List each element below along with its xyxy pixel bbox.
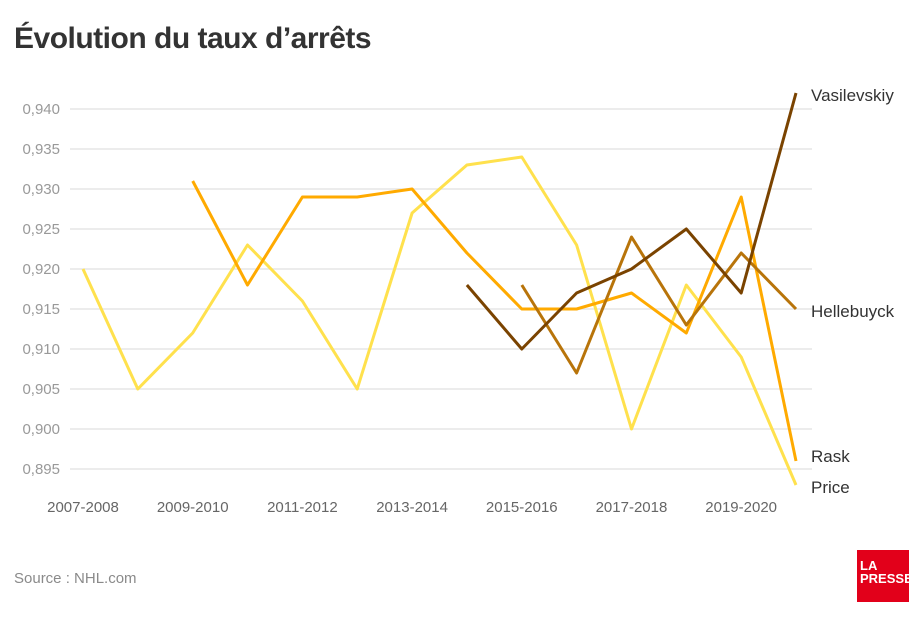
y-tick-label: 0,940: [22, 101, 60, 118]
y-tick-label: 0,905: [22, 381, 60, 398]
source-note: Source : NHL.com: [14, 570, 137, 587]
x-tick-label: 2017-2018: [596, 499, 668, 516]
chart-title: Évolution du taux d’arrêts: [14, 22, 372, 55]
series-label-hellebuyck: Hellebuyck: [811, 302, 895, 321]
series-label-vasilevskiy: Vasilevskiy: [811, 86, 894, 105]
series-label-rask: Rask: [811, 447, 850, 466]
x-tick-label: 2011-2012: [267, 499, 338, 516]
y-tick-label: 0,900: [22, 421, 60, 438]
x-tick-label: 2013-2014: [376, 499, 448, 516]
y-tick-label: 0,915: [22, 301, 60, 318]
y-tick-label: 0,910: [22, 341, 60, 358]
y-tick-label: 0,920: [22, 261, 60, 278]
series-line-vasilevskiy: [465, 92, 798, 351]
series-line-rask: [191, 180, 798, 462]
x-tick-label: 2015-2016: [486, 499, 558, 516]
x-tick-label: 2007-2008: [47, 499, 119, 516]
x-tick-label: 2019-2020: [705, 499, 777, 516]
y-tick-label: 0,930: [22, 181, 60, 198]
series-label-price: Price: [811, 478, 850, 497]
y-tick-label: 0,895: [22, 461, 60, 478]
y-tick-label: 0,925: [22, 221, 60, 238]
y-tick-label: 0,935: [22, 141, 60, 158]
x-tick-label: 2009-2010: [157, 499, 229, 516]
la-presse-logo: LA PRESSE: [857, 550, 913, 602]
